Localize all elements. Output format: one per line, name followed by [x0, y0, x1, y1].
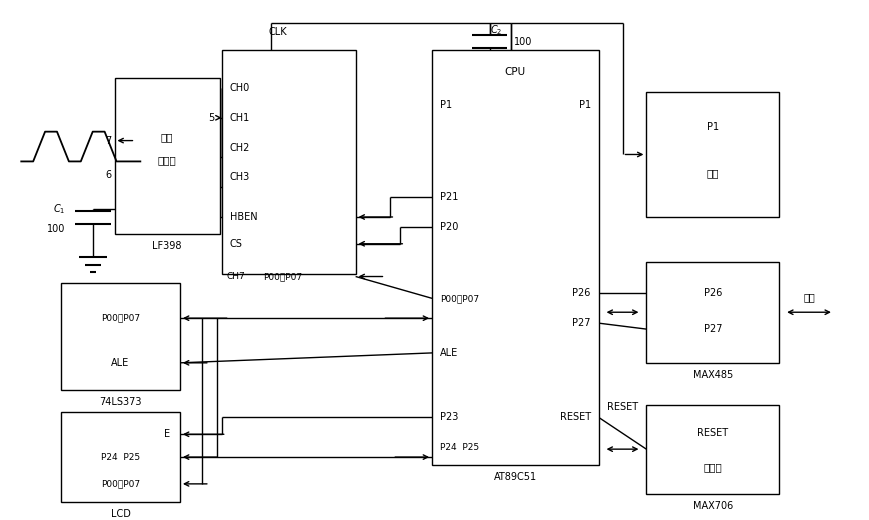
Text: MAX485: MAX485	[693, 370, 733, 380]
Text: P27: P27	[573, 318, 591, 328]
Text: CH7: CH7	[227, 272, 245, 281]
Text: AT89C51: AT89C51	[494, 472, 537, 482]
Text: CH3: CH3	[229, 172, 250, 183]
Text: MAX706: MAX706	[693, 501, 733, 511]
Text: $C_1$: $C_1$	[52, 202, 65, 216]
Text: P00～P07: P00～P07	[101, 479, 140, 488]
Text: 100: 100	[47, 224, 65, 234]
Text: 6: 6	[105, 171, 111, 180]
Text: ALE: ALE	[440, 348, 458, 358]
Text: 74LS373: 74LS373	[99, 397, 142, 407]
Text: P1: P1	[440, 100, 452, 110]
Bar	[647, 262, 779, 363]
Text: HBEN: HBEN	[229, 212, 257, 222]
Text: P1: P1	[579, 100, 591, 110]
Bar	[61, 412, 180, 502]
Text: P23: P23	[440, 412, 458, 422]
Text: P20: P20	[440, 222, 458, 232]
Text: P1: P1	[706, 122, 719, 132]
Text: 7: 7	[105, 136, 111, 146]
Text: $C_2$: $C_2$	[489, 23, 502, 37]
Text: 5: 5	[209, 113, 215, 123]
Text: 看门狗: 看门狗	[703, 462, 722, 472]
Text: RESET: RESET	[560, 412, 591, 422]
Text: 采样: 采样	[161, 133, 173, 142]
Text: P00～P07: P00～P07	[263, 272, 302, 281]
Text: 键盘: 键盘	[706, 168, 719, 178]
Text: E: E	[164, 430, 170, 439]
Bar	[61, 283, 180, 389]
Bar	[432, 50, 599, 465]
Text: P26: P26	[704, 289, 722, 298]
Bar	[115, 78, 220, 234]
Text: P26: P26	[573, 289, 591, 298]
Text: P24  P25: P24 P25	[101, 452, 140, 462]
Text: P27: P27	[704, 324, 722, 334]
Text: CPU: CPU	[505, 67, 526, 77]
Text: CH2: CH2	[229, 142, 250, 152]
Text: CH0: CH0	[229, 83, 250, 93]
Text: 串口: 串口	[803, 292, 815, 302]
Text: P24  P25: P24 P25	[440, 443, 479, 452]
Text: P21: P21	[440, 192, 458, 202]
Text: RESET: RESET	[697, 428, 728, 438]
Bar	[647, 92, 779, 217]
Text: CH1: CH1	[229, 113, 250, 123]
Bar	[222, 50, 355, 274]
Text: 保持器: 保持器	[158, 155, 176, 165]
Text: 100: 100	[514, 37, 533, 47]
Bar	[647, 406, 779, 494]
Text: P00～P07: P00～P07	[440, 294, 479, 303]
Text: LF398: LF398	[152, 241, 182, 251]
Text: CS: CS	[229, 239, 242, 249]
Text: LCD: LCD	[110, 509, 130, 518]
Text: ALE: ALE	[111, 358, 129, 368]
Text: P00～P07: P00～P07	[101, 314, 140, 323]
Text: RESET: RESET	[607, 402, 638, 412]
Text: CLK: CLK	[269, 28, 288, 37]
